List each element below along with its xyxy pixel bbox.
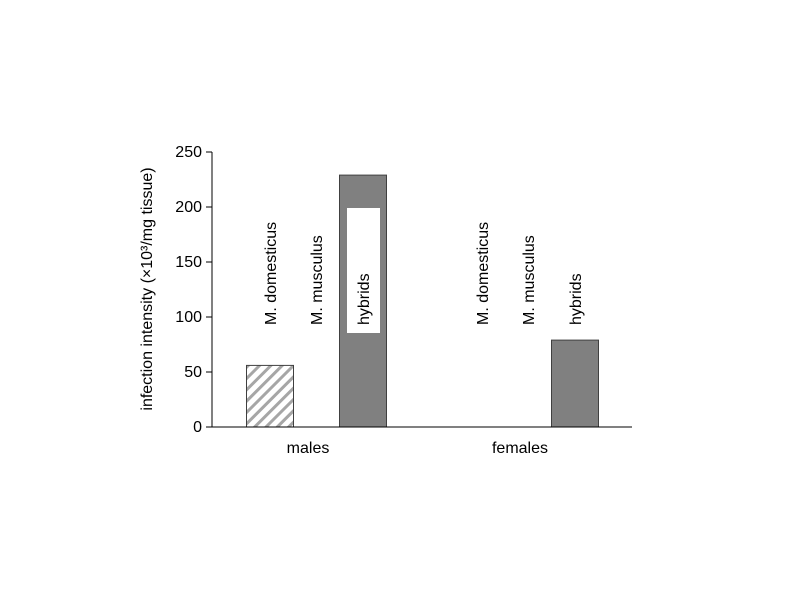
y-tick-label: 50 (184, 364, 202, 381)
series-label-females: M. domesticus (475, 222, 492, 325)
y-axis-ticks: 0 50 100 150 200 250 (175, 144, 212, 436)
y-tick-label: 150 (175, 254, 202, 271)
y-tick-label: 200 (175, 199, 202, 216)
series-label-males: M. musculus (309, 235, 326, 325)
x-axis-categories: males females (287, 440, 548, 457)
bar-males-m-domesticus (246, 364, 294, 428)
series-label-males: hybrids (356, 273, 373, 325)
series-label-males: M. domesticus (263, 222, 280, 325)
series-label-females: hybrids (568, 273, 585, 325)
series-labels: M. domesticus M. musculus hybrids M. domest… (263, 208, 585, 333)
y-tick-label: 250 (175, 144, 202, 161)
bars (246, 174, 599, 428)
label-background (347, 208, 380, 333)
category-label-females: females (492, 440, 548, 457)
bar-females-hybrids (551, 339, 599, 428)
category-label-males: males (287, 440, 330, 457)
y-axis-title: infection intensity (×10³/mg tissue) (139, 167, 156, 410)
series-label-females: M. musculus (521, 235, 538, 325)
y-tick-label: 100 (175, 309, 202, 326)
y-tick-label: 0 (193, 419, 202, 436)
